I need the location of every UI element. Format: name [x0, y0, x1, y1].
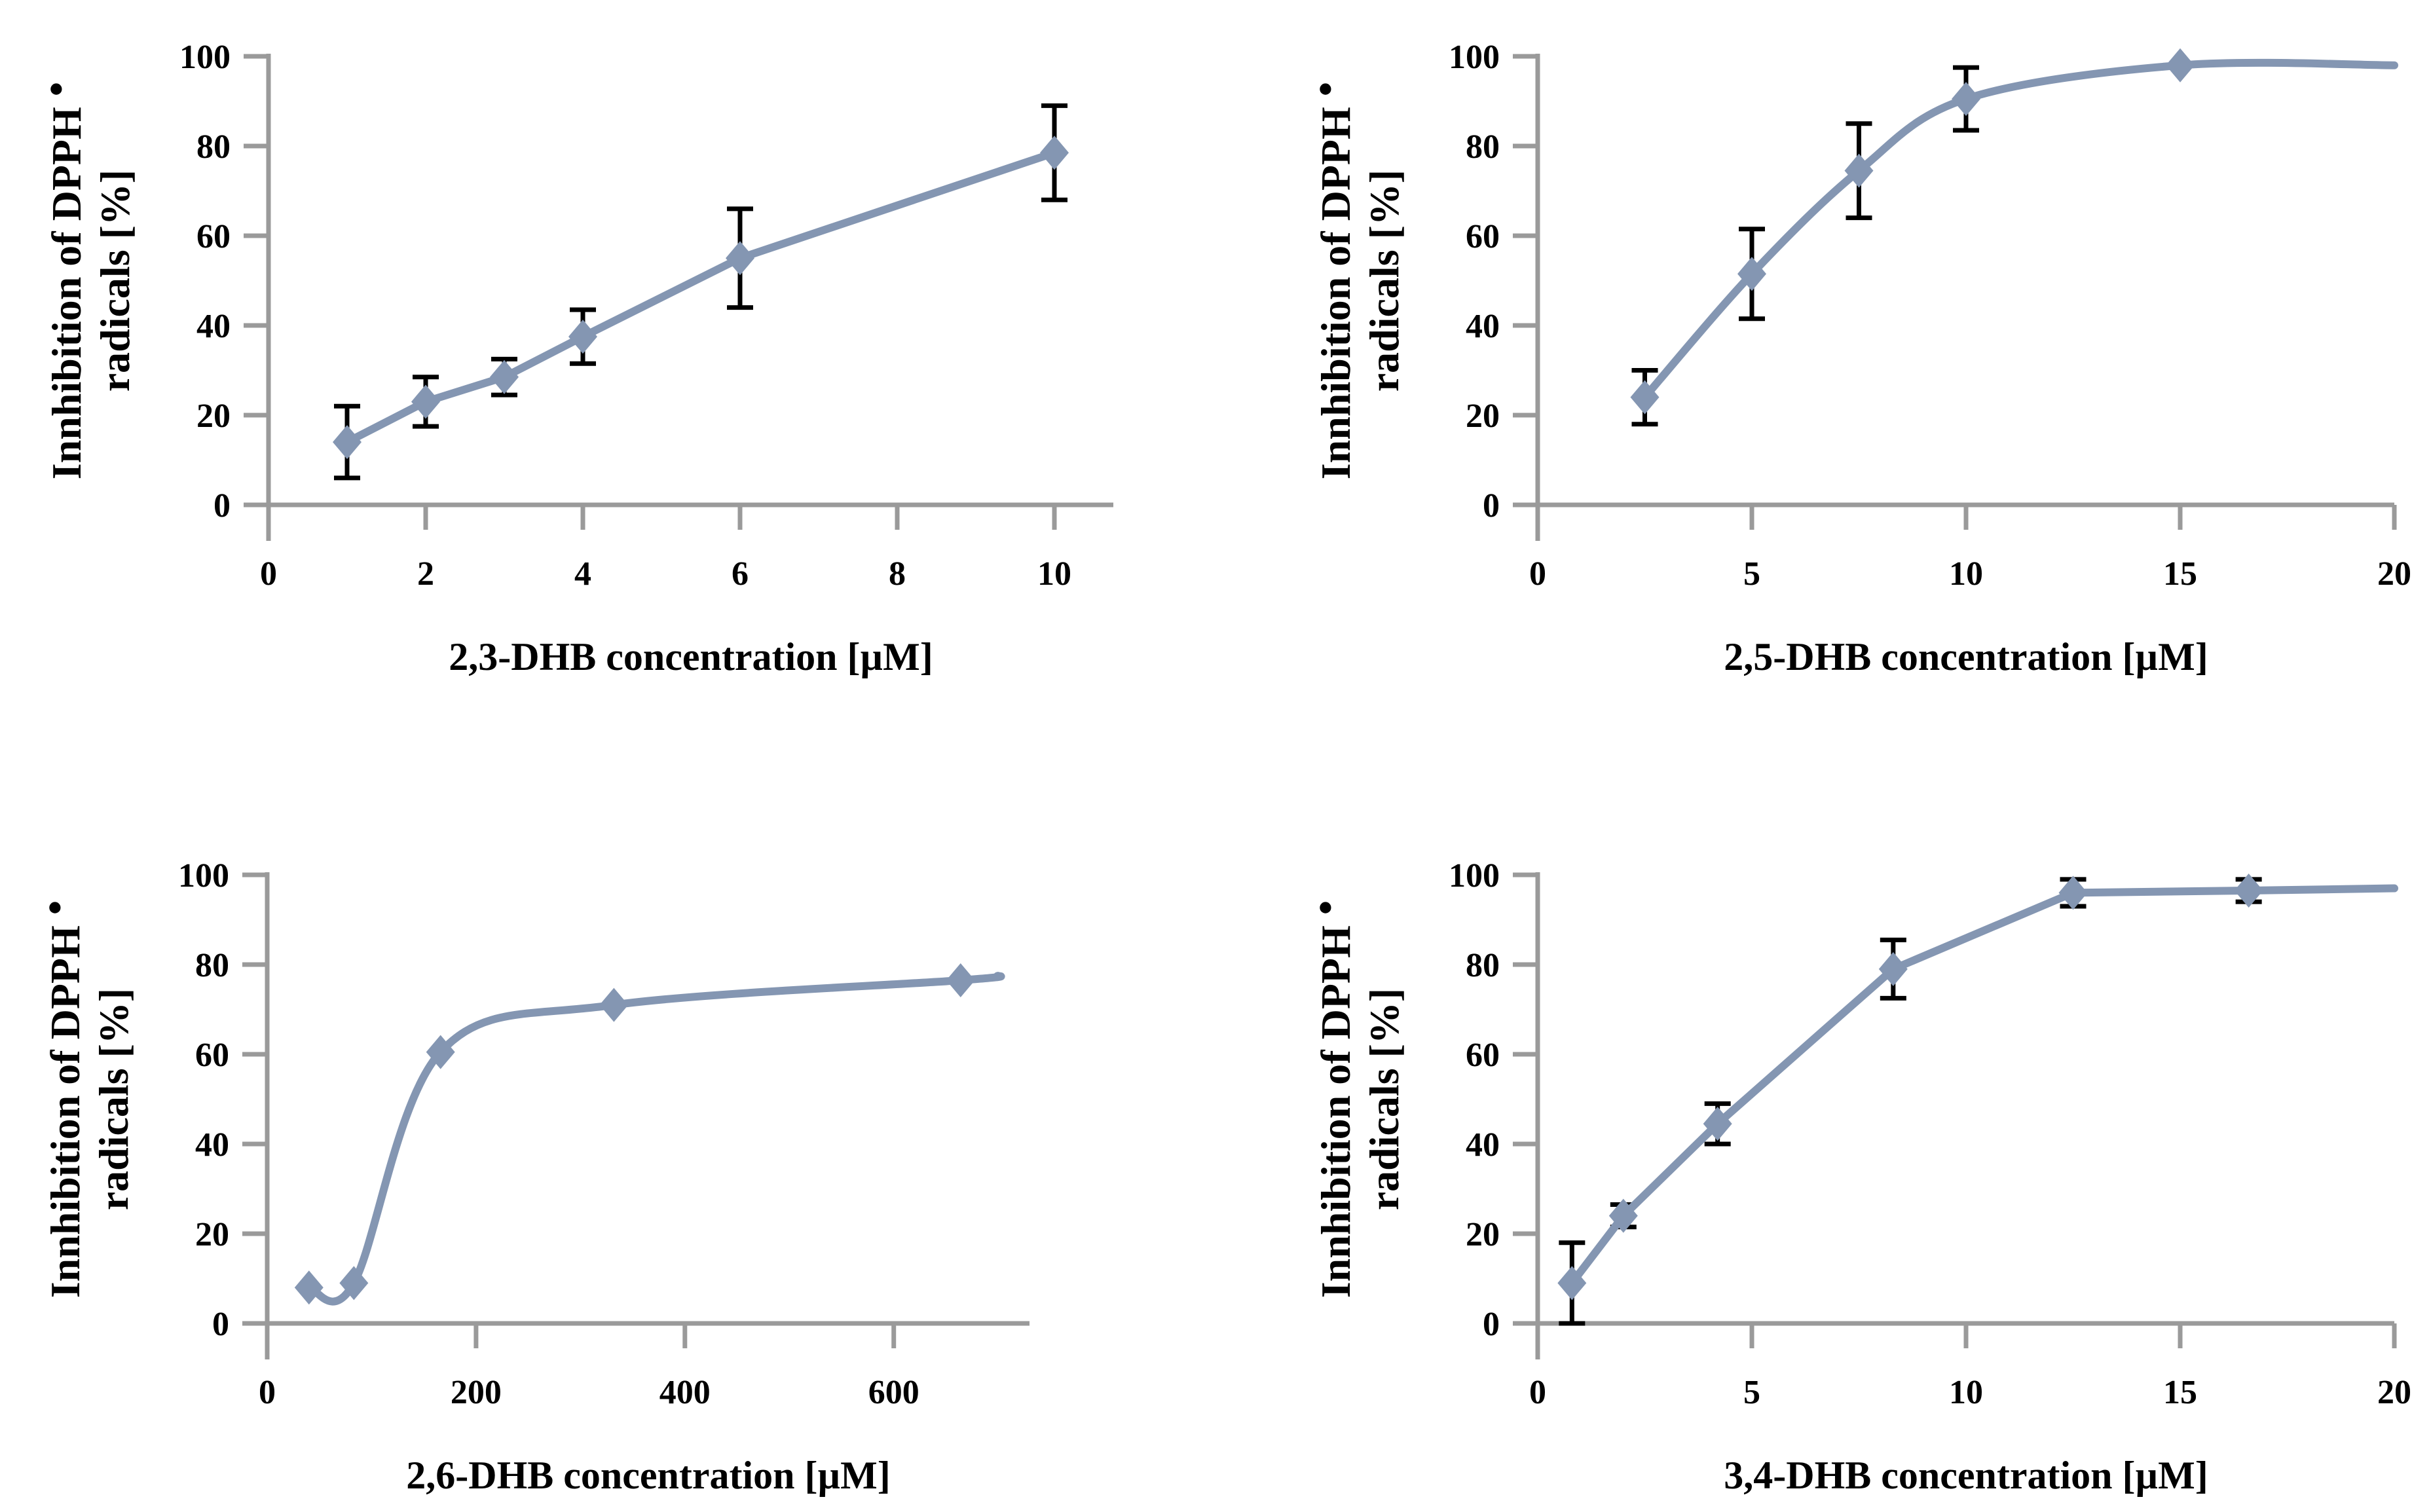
y-axis-title-line2: radicals [%]: [92, 170, 138, 392]
x-tick-label: 5: [1743, 555, 1760, 593]
data-point-marker: [411, 384, 440, 419]
x-tick-label: 0: [260, 555, 277, 593]
series-line: [305, 972, 1005, 1306]
data-point-marker: [1040, 136, 1069, 170]
data-point-marker: [726, 241, 754, 276]
y-axis-title-line2: radicals [%]: [1361, 988, 1407, 1211]
x-tick-label: 10: [1949, 555, 1983, 593]
x-tick-label: 5: [1743, 1374, 1760, 1411]
x-tick-label: 10: [1949, 1374, 1983, 1411]
data-point-marker: [1608, 1198, 1638, 1233]
y-axis-title-line1: Innhibition of DPPH •: [1302, 82, 1359, 479]
data-point-marker: [490, 360, 519, 394]
x-tick-label: 15: [2163, 1374, 2197, 1411]
y-tick-label: 0: [1483, 1306, 1500, 1343]
y-tick-label: 100: [1449, 39, 1500, 76]
data-point-marker: [333, 425, 362, 460]
y-axis-title-line1: Innhibition of DPPH •: [33, 82, 90, 479]
y-tick-label: 40: [1466, 308, 1500, 345]
x-axis-title: 2,5-DHB concentration [µM]: [1724, 635, 2208, 678]
chart-3-4-dhb: 0 20 40 60 80 100 0 5 10 15 20 3,4-DHB concentratio…: [1302, 857, 2411, 1497]
data-point-marker: [1557, 1266, 1587, 1300]
x-tick-label: 4: [574, 555, 591, 593]
chart-panel-2-6-dhb: 0 20 40 60 80 100 0 200 400 600 2,6-DHB concentrat…: [0, 756, 1216, 1512]
x-axis-title: 3,4-DHB concentration [µM]: [1724, 1454, 2208, 1497]
x-axis-title: 2,3-DHB concentration [µM]: [449, 635, 933, 678]
data-point-marker: [599, 987, 629, 1022]
y-tick-label: 40: [196, 308, 231, 345]
y-tick-label: 0: [1483, 487, 1500, 525]
chart-2-6-dhb: 0 20 40 60 80 100 0 200 400 600 2,6-DHB concentrat…: [31, 857, 1030, 1497]
y-tick-label: 20: [1466, 397, 1500, 435]
y-tick-label: 20: [196, 397, 231, 435]
data-point-marker: [426, 1035, 455, 1069]
x-tick-label: 6: [732, 555, 749, 593]
chart-panel-2-3-dhb: 0 20 40 60 80 100 0 2 4 6 8 10 2,3-DHB concentration…: [0, 0, 1216, 756]
x-tick-label: 400: [659, 1374, 711, 1411]
data-point-marker: [1878, 951, 1908, 986]
x-tick-label: 0: [1529, 1374, 1546, 1411]
y-tick-label: 60: [1466, 1037, 1500, 1074]
y-tick-label: 0: [212, 1306, 229, 1343]
y-tick-label: 40: [1466, 1126, 1500, 1164]
x-tick-label: 8: [889, 555, 906, 593]
data-point-marker: [1703, 1107, 1732, 1141]
y-tick-label: 20: [195, 1216, 229, 1253]
data-point-marker: [2058, 876, 2088, 910]
y-tick-label: 0: [213, 487, 231, 525]
data-point-marker: [2166, 48, 2195, 83]
y-axis-title-line2: radicals [%]: [1361, 170, 1407, 392]
x-tick-label: 2: [417, 555, 434, 593]
data-point-marker: [1844, 153, 1874, 188]
data-point-marker: [1952, 82, 1980, 117]
data-point-marker: [2234, 873, 2263, 908]
x-tick-label: 20: [2377, 1374, 2411, 1411]
x-tick-label: 15: [2163, 555, 2197, 593]
data-point-marker: [568, 320, 597, 354]
series-line: [1568, 884, 2398, 1287]
data-point-marker: [946, 963, 975, 997]
series-line: [343, 149, 1058, 447]
y-tick-label: 40: [195, 1126, 229, 1164]
y-tick-label: 100: [178, 857, 229, 894]
chart-2-3-dhb: 0 20 40 60 80 100 0 2 4 6 8 10 2,3-DHB concentration…: [33, 39, 1113, 678]
y-tick-label: 80: [1466, 947, 1500, 984]
y-axis-title-line2: radicals [%]: [90, 988, 137, 1211]
data-point-marker: [339, 1266, 369, 1300]
x-axis-title: 2,6-DHB concentration [µM]: [406, 1454, 890, 1497]
chart-panel-2-5-dhb: 0 20 40 60 80 100 0 5 10 15 20 2,5-DHB concentratio…: [1216, 0, 2431, 756]
chart-2-5-dhb: 0 20 40 60 80 100 0 5 10 15 20 2,5-DHB concentratio…: [1302, 39, 2411, 678]
chart-panel-3-4-dhb: 0 20 40 60 80 100 0 5 10 15 20 3,4-DHB concentratio…: [1216, 756, 2431, 1512]
data-point-marker: [1737, 257, 1766, 291]
x-tick-label: 10: [1037, 555, 1071, 593]
x-tick-label: 20: [2377, 555, 2411, 593]
y-tick-label: 100: [179, 39, 231, 76]
data-point-marker: [294, 1270, 324, 1305]
y-axis-title-line1: Innhibition of DPPH •: [31, 900, 88, 1298]
x-tick-label: 0: [1529, 555, 1546, 593]
x-tick-label: 200: [451, 1374, 502, 1411]
y-tick-label: 80: [1466, 128, 1500, 166]
y-tick-label: 100: [1449, 857, 1500, 894]
y-axis-title-line1: Innhibition of DPPH •: [1302, 900, 1359, 1298]
y-tick-label: 80: [195, 947, 229, 984]
y-tick-label: 60: [196, 218, 231, 255]
x-tick-label: 0: [259, 1374, 276, 1411]
series-line: [1641, 58, 2398, 401]
data-point-marker: [1630, 380, 1660, 415]
x-tick-label: 600: [868, 1374, 919, 1411]
y-tick-label: 80: [196, 128, 231, 166]
y-tick-label: 60: [195, 1037, 229, 1074]
y-tick-label: 60: [1466, 218, 1500, 255]
y-tick-label: 20: [1466, 1216, 1500, 1253]
